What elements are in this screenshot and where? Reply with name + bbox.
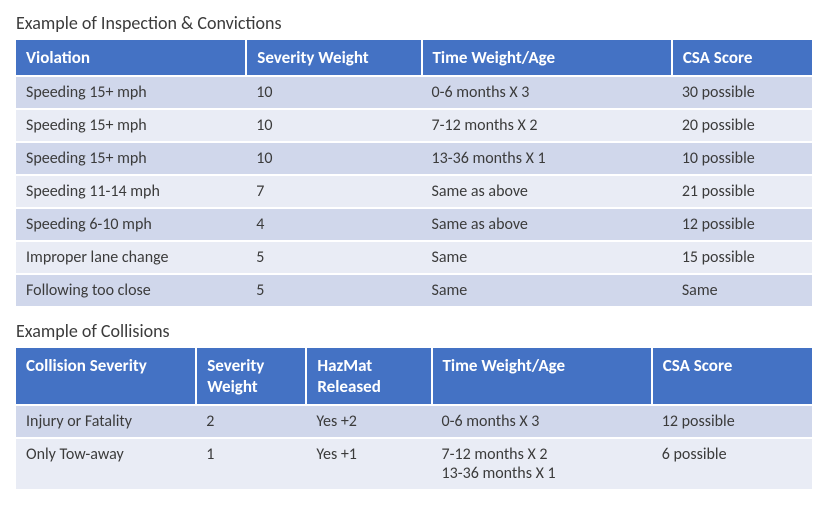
cell-severity: 5	[246, 241, 421, 274]
cell-violation: Speeding 11-14 mph	[16, 175, 246, 208]
cell-severity: 2	[196, 405, 306, 438]
col-header-violation: Violation	[16, 40, 246, 76]
cell-collision-severity: Injury or Fatality	[16, 405, 196, 438]
cell-csa: 15 possible	[672, 241, 812, 274]
cell-violation: Following too close	[16, 274, 246, 306]
cell-time-weight: 7-12 months X 2 13-36 months X 1	[432, 438, 652, 489]
col-header-csa-score: CSA Score	[652, 348, 812, 405]
col-header-time-weight: Time Weight/Age	[422, 40, 672, 76]
inspections-table: Violation Severity Weight Time Weight/Ag…	[16, 40, 812, 306]
cell-time-weight: Same as above	[422, 175, 672, 208]
table-row: Speeding 6-10 mph 4 Same as above 12 pos…	[16, 208, 812, 241]
section-title-inspections: Example of Inspection & Convictions	[16, 12, 812, 34]
cell-time-weight: Same	[422, 241, 672, 274]
cell-time-weight: 0-6 months X 3	[432, 405, 652, 438]
cell-collision-severity: Only Tow-away	[16, 438, 196, 489]
cell-violation: Speeding 15+ mph	[16, 76, 246, 109]
cell-severity: 7	[246, 175, 421, 208]
cell-time-weight: Same as above	[422, 208, 672, 241]
cell-severity: 5	[246, 274, 421, 306]
cell-csa: 6 possible	[652, 438, 812, 489]
cell-time-weight: Same	[422, 274, 672, 306]
table-row: Speeding 15+ mph 10 13-36 months X 1 10 …	[16, 142, 812, 175]
cell-csa: 30 possible	[672, 76, 812, 109]
cell-time-weight: 7-12 months X 2	[422, 109, 672, 142]
cell-severity: 10	[246, 109, 421, 142]
collisions-table: Collision Severity Severity Weight HazMa…	[16, 348, 812, 489]
col-header-time-weight: Time Weight/Age	[432, 348, 652, 405]
table-row: Speeding 15+ mph 10 0-6 months X 3 30 po…	[16, 76, 812, 109]
cell-csa: 21 possible	[672, 175, 812, 208]
col-header-severity-weight: Severity Weight	[246, 40, 421, 76]
table-header-row: Violation Severity Weight Time Weight/Ag…	[16, 40, 812, 76]
section-title-collisions: Example of Collisions	[16, 320, 812, 342]
col-header-hazmat: HazMat Released	[306, 348, 431, 405]
cell-csa: 12 possible	[652, 405, 812, 438]
cell-time-weight: 0-6 months X 3	[422, 76, 672, 109]
cell-csa: 20 possible	[672, 109, 812, 142]
cell-csa: 12 possible	[672, 208, 812, 241]
cell-hazmat: Yes +1	[306, 438, 431, 489]
cell-severity: 1	[196, 438, 306, 489]
cell-severity: 10	[246, 142, 421, 175]
table-row: Only Tow-away 1 Yes +1 7-12 months X 2 1…	[16, 438, 812, 489]
cell-violation: Speeding 15+ mph	[16, 142, 246, 175]
cell-csa: 10 possible	[672, 142, 812, 175]
cell-hazmat: Yes +2	[306, 405, 431, 438]
table-row: Injury or Fatality 2 Yes +2 0-6 months X…	[16, 405, 812, 438]
table-header-row: Collision Severity Severity Weight HazMa…	[16, 348, 812, 405]
cell-violation: Speeding 15+ mph	[16, 109, 246, 142]
table-row: Improper lane change 5 Same 15 possible	[16, 241, 812, 274]
col-header-severity-weight: Severity Weight	[196, 348, 306, 405]
cell-csa: Same	[672, 274, 812, 306]
table-row: Following too close 5 Same Same	[16, 274, 812, 306]
table-row: Speeding 15+ mph 10 7-12 months X 2 20 p…	[16, 109, 812, 142]
cell-time-weight: 13-36 months X 1	[422, 142, 672, 175]
cell-severity: 10	[246, 76, 421, 109]
cell-severity: 4	[246, 208, 421, 241]
cell-violation: Improper lane change	[16, 241, 246, 274]
cell-violation: Speeding 6-10 mph	[16, 208, 246, 241]
col-header-csa-score: CSA Score	[672, 40, 812, 76]
col-header-collision-severity: Collision Severity	[16, 348, 196, 405]
table-row: Speeding 11-14 mph 7 Same as above 21 po…	[16, 175, 812, 208]
